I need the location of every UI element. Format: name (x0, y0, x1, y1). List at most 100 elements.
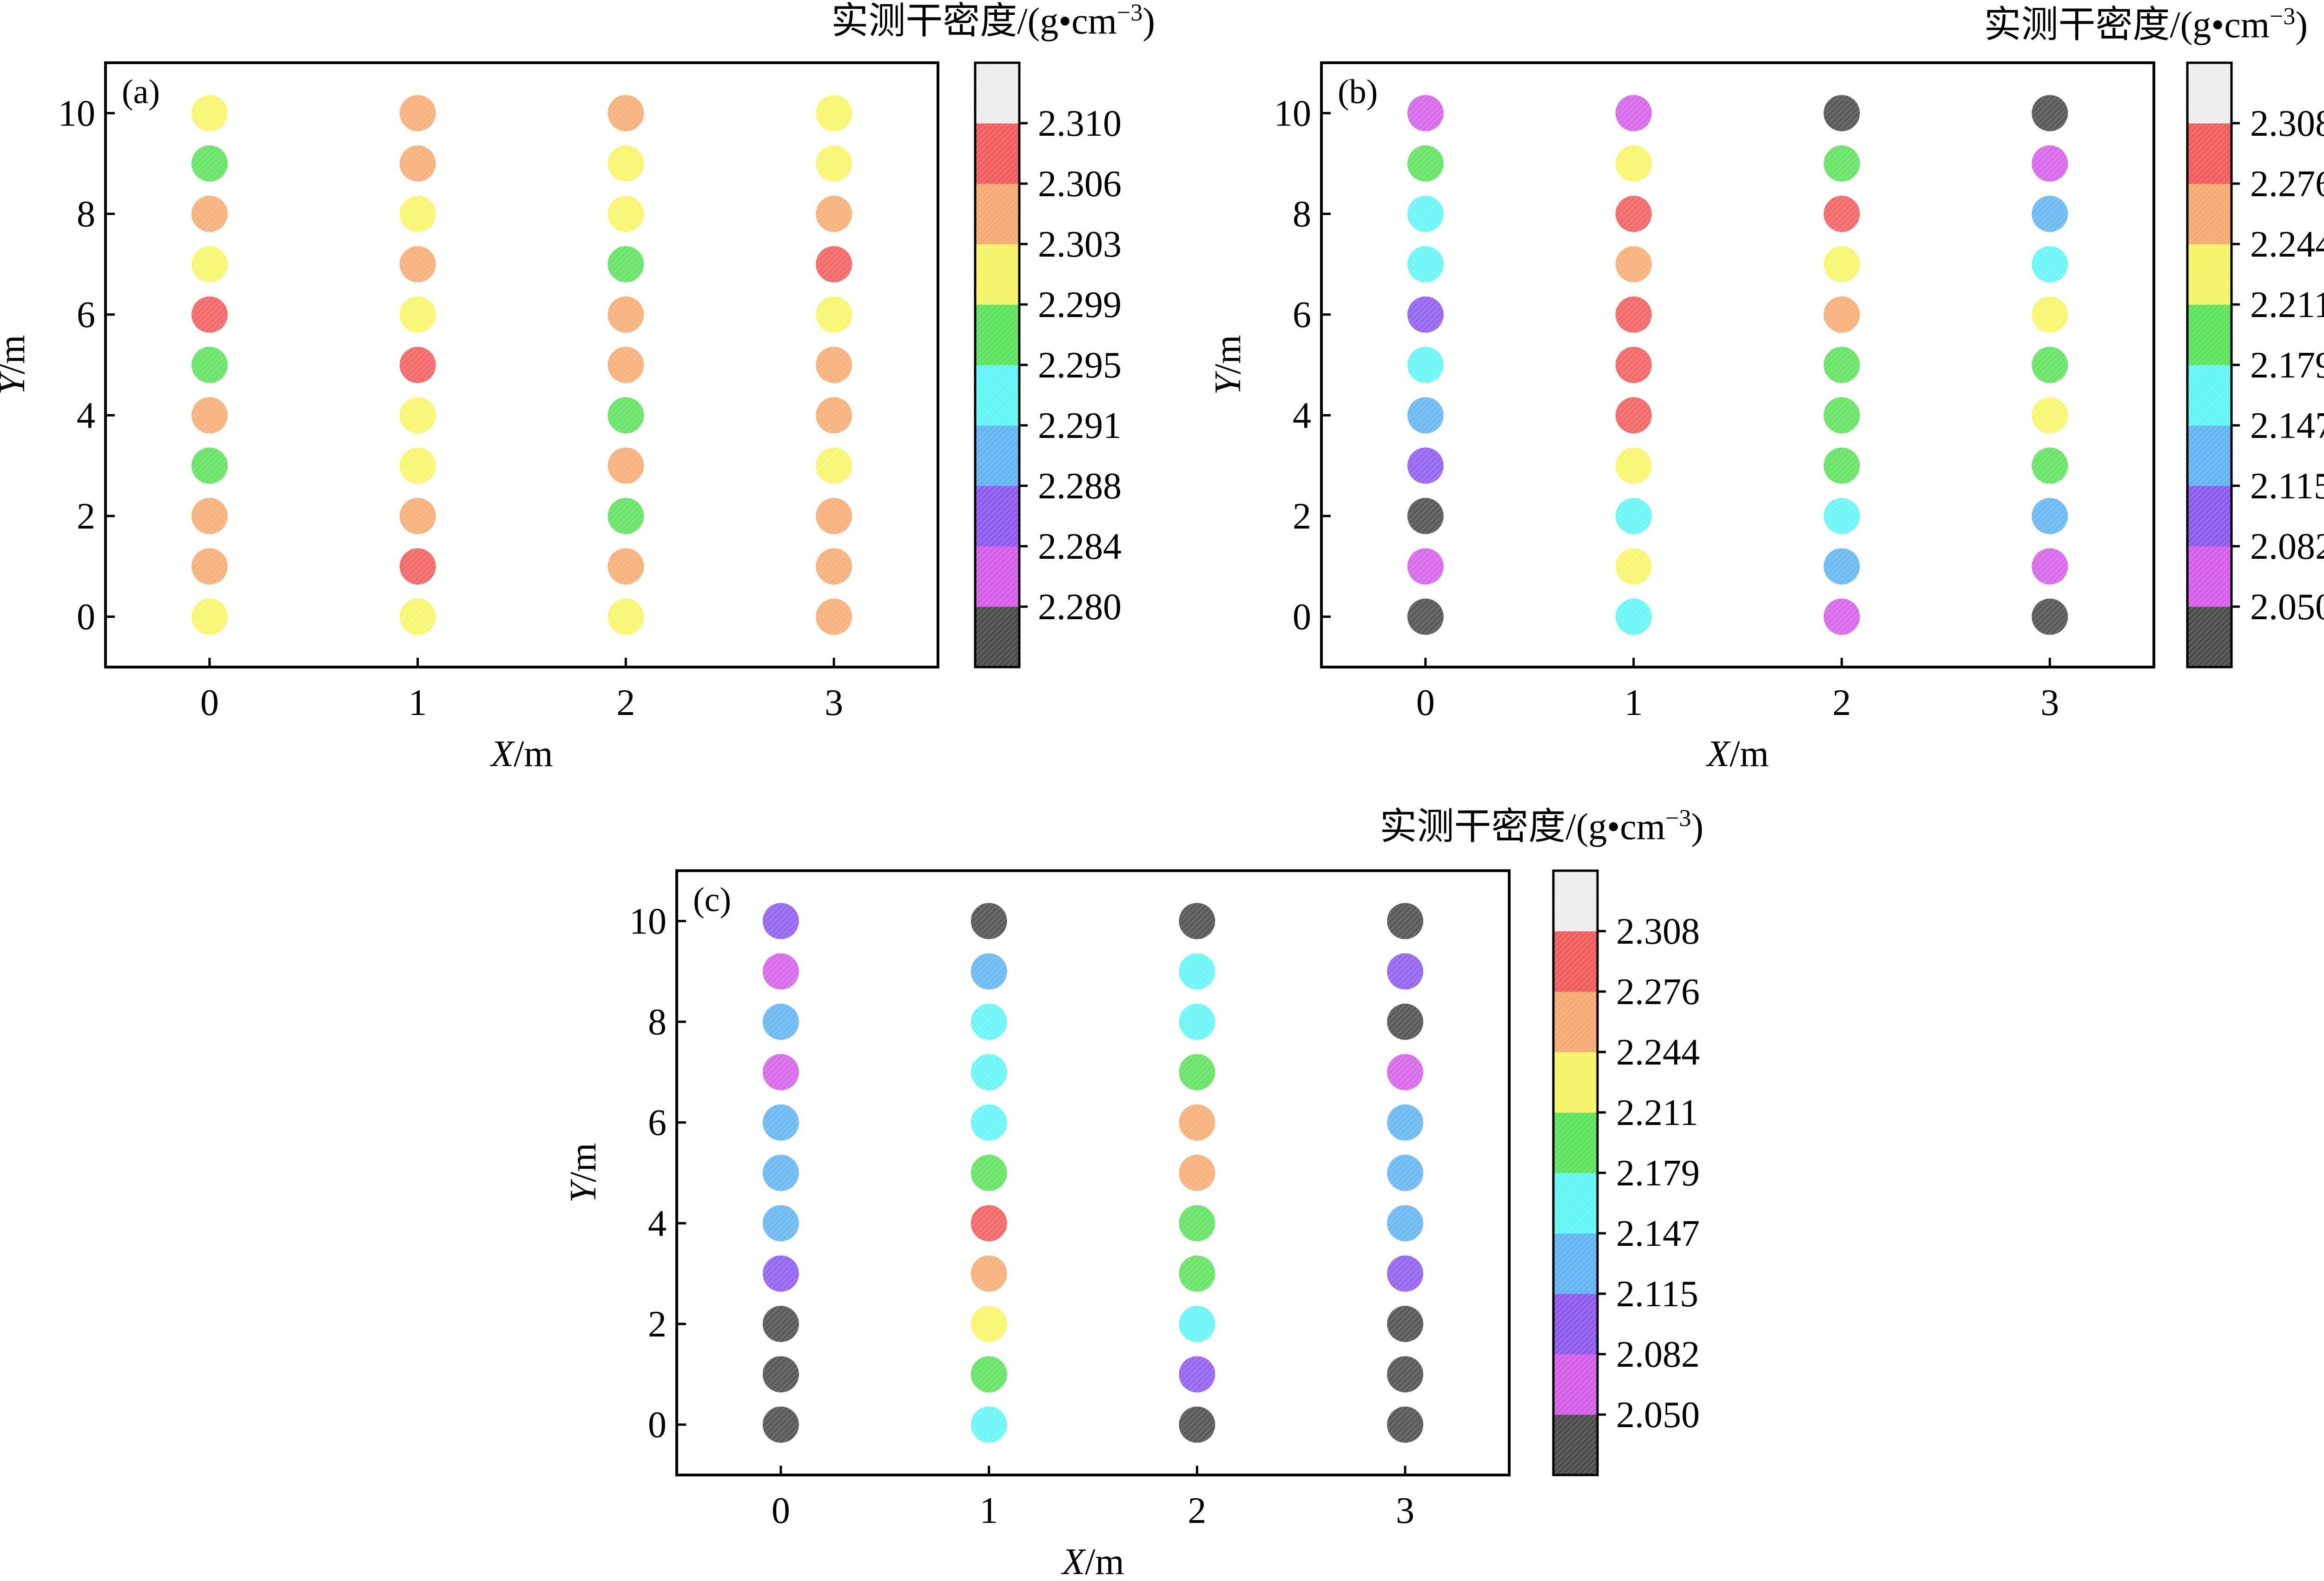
colorbar-segment-texture (2187, 607, 2232, 668)
y-tick-label: 6 (648, 1103, 667, 1144)
data-point-texture (399, 95, 436, 132)
data-point-texture (2032, 397, 2068, 434)
colorbar-segment-texture (1553, 1173, 1598, 1234)
colorbar-tick-label: 2.082 (2250, 526, 2324, 567)
data-point-texture (607, 196, 644, 232)
data-point-texture (1387, 1205, 1424, 1242)
y-tick-label: 2 (648, 1304, 667, 1345)
panel-c: (c) Y/m 0 2 4 6 8 10 0 1 2 3 X/m 2.050 2.082 2.115… (563, 805, 1703, 1581)
data-point-texture (1407, 296, 1444, 333)
data-point-texture (762, 903, 799, 939)
data-point-texture (399, 347, 436, 383)
data-point-texture (607, 296, 644, 333)
data-point-texture (1823, 498, 1860, 534)
colorbar-tick-label: 2.179 (2250, 345, 2324, 386)
colorbar-segment-texture (2187, 486, 2232, 547)
data-point-texture (1615, 548, 1652, 585)
data-point-texture (607, 447, 644, 484)
data-point-texture (816, 397, 852, 434)
data-point-texture (971, 1356, 1007, 1393)
x-tick-label: 0 (772, 1490, 790, 1531)
colorbar-tick-label: 2.276 (1616, 972, 1700, 1012)
plot-frame (104, 61, 939, 668)
colorbar-segment-texture (2187, 123, 2232, 184)
colorbar-tick-label: 2.284 (1038, 526, 1122, 567)
data-point-texture (971, 1004, 1007, 1040)
data-point-texture (1407, 498, 1444, 534)
data-point-texture (399, 447, 436, 484)
data-point-texture (1179, 1104, 1215, 1141)
data-point-texture (191, 145, 228, 182)
y-axis: Y/m 0 2 4 6 8 10 (1208, 93, 1331, 638)
data-point-texture (1387, 1155, 1424, 1191)
y-tick-label: 4 (648, 1203, 667, 1244)
data-point-texture (1823, 347, 1860, 383)
data-point-texture (1407, 145, 1444, 182)
colorbar-segment-texture (1553, 1052, 1598, 1113)
data-point-texture (1615, 95, 1652, 132)
data-point-texture (762, 1155, 799, 1191)
colorbar-tick-label: 2.308 (2250, 103, 2324, 144)
colorbar-tick-label: 2.211 (1616, 1092, 1698, 1133)
data-point-texture (1387, 1306, 1424, 1342)
data-point-texture (1179, 1054, 1215, 1091)
data-point-texture (1407, 598, 1444, 635)
colorbar-segment-texture (1553, 1294, 1598, 1355)
colorbar-segment-texture (1553, 1354, 1598, 1415)
data-point-texture (1407, 397, 1444, 434)
colorbar-tick-label: 2.288 (1038, 466, 1122, 507)
colorbar-segment-texture (975, 425, 1019, 486)
data-point-texture (1387, 1004, 1424, 1040)
panel-b: (b) Y/m 0 2 4 6 8 10 0 1 2 3 X/m 2.050 2.082 2.115… (1208, 3, 2324, 775)
data-point-texture (2032, 196, 2068, 232)
y-tick-label: 10 (629, 901, 667, 942)
data-point-texture (816, 598, 852, 635)
colorbar-tick-label: 2.211 (2250, 284, 2324, 325)
x-tick-label: 2 (1832, 682, 1851, 723)
colorbar: 2.050 2.082 2.115 2.147 2.179 2.211 2.244 2.276… (1380, 805, 1703, 1476)
y-tick-label: 0 (1293, 597, 1311, 638)
data-point-texture (762, 1104, 799, 1141)
data-point-texture (1615, 397, 1652, 434)
data-point-texture (2032, 296, 2068, 333)
data-point-texture (1387, 1054, 1424, 1091)
data-point-texture (1179, 1155, 1215, 1191)
x-tick-label: 3 (825, 682, 843, 723)
colorbar-tick-label: 2.147 (2250, 405, 2324, 446)
data-point-texture (762, 1406, 799, 1443)
data-point-texture (2032, 598, 2068, 635)
data-point-texture (1179, 1356, 1215, 1393)
data-point-texture (607, 397, 644, 434)
data-point-texture (762, 1255, 799, 1292)
x-axis-label: X/m (1061, 1541, 1124, 1579)
data-point-texture (762, 1356, 799, 1393)
data-point-texture (1179, 1406, 1215, 1443)
colorbar-segment-texture (975, 365, 1019, 426)
data-point-texture (1179, 903, 1215, 939)
colorbar-tick-label: 2.299 (1038, 284, 1122, 325)
colorbar-segment-texture (1553, 1233, 1598, 1294)
data-point-texture (399, 145, 436, 182)
data-point-texture (816, 548, 852, 585)
y-tick-label: 0 (648, 1405, 667, 1446)
colorbar-segment-texture (1553, 1112, 1598, 1173)
x-tick-label: 1 (409, 682, 427, 723)
colorbar-segment-texture (975, 123, 1019, 184)
x-axis: 0 1 2 3 X/m (772, 1466, 1414, 1581)
data-point-texture (816, 498, 852, 534)
data-point-texture (399, 397, 436, 434)
colorbar-tick-label: 2.115 (1616, 1274, 1698, 1315)
data-point-texture (191, 548, 228, 585)
data-point-texture (1823, 246, 1860, 283)
y-tick-label: 10 (1274, 93, 1311, 134)
data-point-texture (971, 903, 1007, 939)
colorbar-segment-texture (1553, 992, 1598, 1052)
data-point-texture (971, 1205, 1007, 1242)
data-point-texture (2032, 347, 2068, 383)
y-axis: Y/m 0 2 4 6 8 10 (0, 93, 115, 638)
x-tick-label: 3 (1396, 1490, 1414, 1531)
data-point-texture (1407, 196, 1444, 232)
data-point-texture (191, 498, 228, 534)
data-points (191, 95, 852, 635)
data-point-texture (1823, 196, 1860, 232)
